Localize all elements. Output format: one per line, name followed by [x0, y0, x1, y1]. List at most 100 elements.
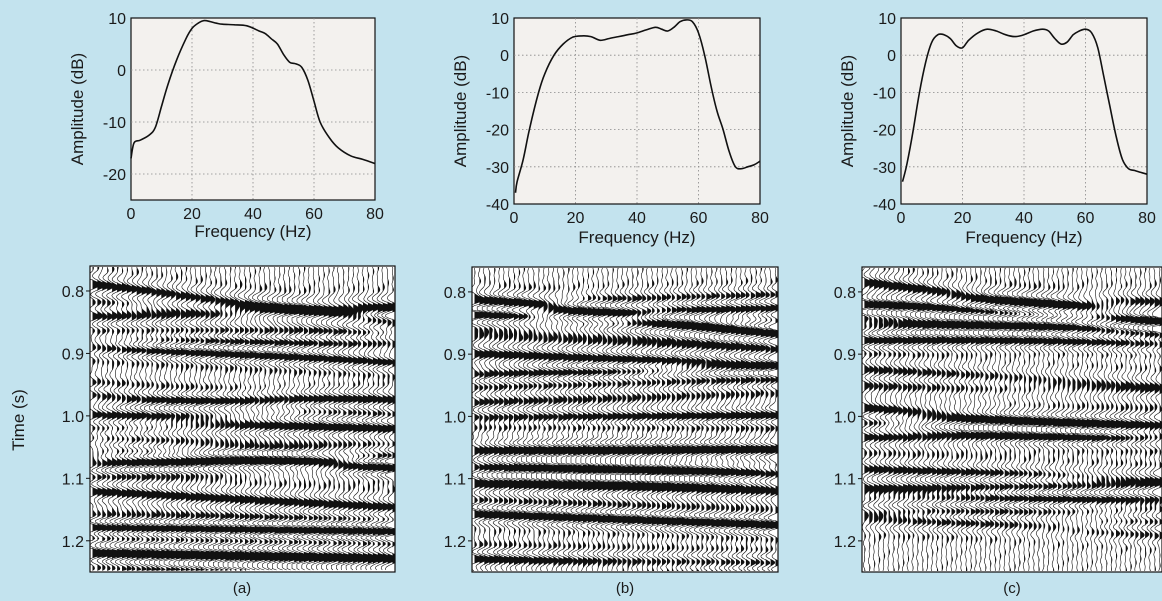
seismic-c-trace [1074, 267, 1090, 572]
seismic-a-trace-fill [185, 267, 193, 571]
seismic-a-trace [276, 266, 292, 571]
seismic-b-trace-fill [647, 268, 655, 571]
seismic-c-trace-fill [1096, 268, 1104, 571]
seismic-a-trace-fill [338, 267, 346, 571]
spectrum-a-xtick-2: 40 [244, 206, 262, 223]
seismic-a-trace [262, 266, 277, 571]
seismic-b-trace-fill [518, 268, 526, 571]
seismic-c-trace-fill [1145, 268, 1152, 571]
seismic-a-ytick-2: 1.0 [62, 409, 84, 426]
spectrum-c-grid [901, 18, 1147, 204]
seismic-a-trace-fill [230, 267, 238, 571]
seismic-c-trace-fill [1125, 268, 1133, 571]
seismic-c-trace [1098, 267, 1114, 572]
seismic-b-ytick-1: 0.9 [444, 347, 466, 364]
seismic-a-trace [173, 266, 189, 571]
spectrum-a-ytick-3: -20 [103, 167, 126, 184]
seismic-b-trace [723, 267, 739, 572]
seismic-b-trace-fill [667, 268, 675, 571]
seismic-c-trace [900, 267, 916, 572]
seismic-a-trace [208, 266, 223, 571]
seismic-c-trace [915, 267, 930, 572]
seismic-a-trace-fill [333, 267, 341, 571]
seismic-b-trace [501, 267, 517, 572]
seismic-c-trace [1079, 267, 1095, 572]
seismic-c-trace-fill [1130, 268, 1138, 571]
seismic-b-trace [472, 267, 482, 572]
seismic-c-trace-fill [1009, 268, 1017, 571]
seismic-a-trace-fill [264, 267, 272, 571]
seismic-c-trace-fill [1072, 268, 1080, 571]
seismic-b-trace [496, 268, 512, 572]
seismic-c-trace [920, 267, 935, 572]
spectrum-a-line [130, 19, 376, 165]
seismic-a-trace-fill [353, 267, 361, 571]
spectrum-c-ytick-0: 10 [878, 11, 896, 28]
seismic-c-trace [910, 267, 925, 572]
spectrum-a-plot-area [130, 17, 376, 201]
seismic-a-trace [365, 266, 381, 571]
seismic-b-trace-fill [494, 268, 502, 571]
seismic-b-trace-fill [563, 268, 571, 571]
seismic-a-trace [114, 266, 130, 571]
seismic-c-trace-fill [1082, 268, 1090, 571]
spectrum-b-ytick-4: -30 [486, 160, 509, 177]
seismic-a-trace [345, 266, 361, 571]
seismic-a-trace [90, 266, 105, 571]
seismic-a-trace-fill [210, 267, 218, 571]
seismic-c-trace-fill [1058, 268, 1065, 571]
seismic-c-trace [866, 267, 882, 572]
seismic-b-trace-fill [553, 268, 561, 571]
seismic-a-trace [232, 266, 248, 571]
seismic-b-trace-fill [770, 268, 778, 571]
seismic-a-trace [104, 266, 120, 571]
seismic-c-trace [881, 267, 896, 572]
seismic-a-trace [217, 266, 233, 571]
seismic-b-trace-fill [543, 268, 551, 571]
spectrum-c-ytick-2: -10 [873, 85, 896, 102]
spectrum-a-xtick-4: 80 [366, 206, 384, 223]
spectrum-b-xtick-3: 60 [690, 210, 708, 227]
seismic-a-trace-fill [299, 267, 307, 571]
seismic-a-trace-fill [318, 267, 326, 571]
seismic-c-trace-fill [1116, 268, 1123, 571]
seismic-b-trace-fill [578, 268, 586, 571]
seismic-a-trace [291, 266, 307, 571]
seismic-c-trace-fill [1033, 268, 1041, 571]
seismic-c-trace [1060, 267, 1076, 572]
seismic-b-trace [486, 267, 502, 572]
seismic-a-trace-fill [289, 267, 297, 571]
seismic-b-trace-fill [741, 268, 749, 571]
seismic-c-trace-fill [1149, 268, 1157, 571]
seismic-a-trace-fill [254, 267, 262, 571]
seismic-b-trace-fill [657, 268, 665, 571]
seismic-c-trace [862, 267, 877, 572]
seismic-a-wiggles [90, 266, 395, 571]
spectrum-b-ylabel: Amplitude (dB) [451, 55, 470, 167]
spectrum-b-line [514, 19, 761, 193]
seismic-b-trace [511, 267, 527, 572]
seismic-b-trace [472, 267, 487, 572]
seismic-a-trace [139, 266, 155, 571]
seismic-c-trace-fill [985, 268, 993, 571]
seismic-c-trace-fill [1087, 268, 1094, 571]
seismic-a-trace [252, 267, 268, 571]
seismic-b-trace-fill [533, 268, 541, 571]
seismic-section-b: 0.8 0.9 1.0 1.1 1.2 (b) [444, 266, 779, 597]
seismic-c-trace [895, 267, 911, 572]
seismic-a-trace [222, 266, 238, 571]
spectrum-c-ylabel: Amplitude (dB) [838, 55, 857, 167]
seismic-c-trace-fill [966, 268, 973, 571]
seismic-section-c: 0.8 0.9 1.0 1.1 1.2 (c) [834, 266, 1162, 597]
seismic-b-trace [550, 267, 566, 572]
spectrum-c-line [901, 28, 1148, 182]
seismic-a-trace-fill [200, 267, 208, 571]
seismic-c-wiggles [862, 267, 1162, 572]
seismic-a-trace-fill [97, 267, 105, 571]
spectrum-b-ytick-0: 10 [491, 11, 509, 28]
seismic-a-trace-fill [259, 267, 267, 571]
seismic-a-trace [158, 266, 174, 571]
seismic-b-trace [733, 267, 749, 572]
seismic-b-trace [555, 267, 571, 572]
